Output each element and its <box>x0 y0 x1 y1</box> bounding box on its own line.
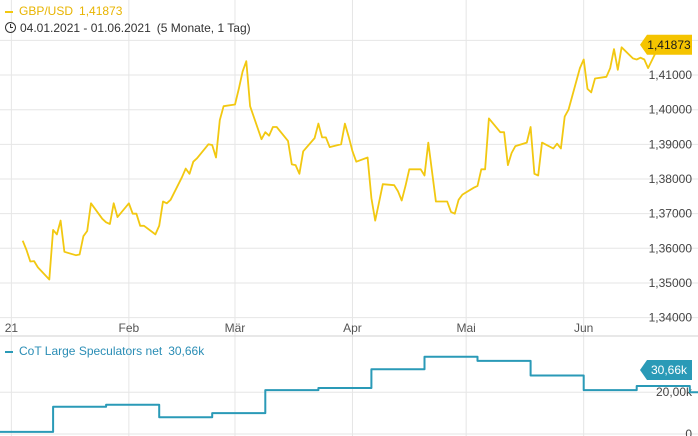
cot-large-speculators-line <box>0 355 698 433</box>
date-range: 04.01.2021 - 01.06.2021 <box>20 21 151 35</box>
price-legend-swatch <box>5 10 13 13</box>
x-tick-label: Feb <box>119 321 140 335</box>
x-tick-label: 21 <box>5 321 19 335</box>
y-tick-label: 20,00k <box>656 385 693 399</box>
value-badge-shape <box>640 359 692 380</box>
price-y-axis-tick-labels: 1,34000 1,35000 1,36000 1,37000 1,38000 1,390… <box>649 33 693 324</box>
value-badge-label: 1,41873 <box>647 38 691 52</box>
clock-icon <box>5 22 16 33</box>
x-tick-label: Jun <box>574 321 593 335</box>
x-tick-label: Mai <box>456 321 475 335</box>
price-series-name: GBP/USD <box>19 4 74 18</box>
cot-series-name: CoT Large Speculators net <box>19 344 163 358</box>
y-tick-label: 1,38000 <box>649 172 693 186</box>
date-range-legend: 04.01.2021 - 01.06.2021 (5 Monate, 1 Tag) <box>5 21 251 35</box>
price-horizontal-grid <box>0 39 698 319</box>
y-tick-label: 1,40000 <box>649 103 693 117</box>
y-tick-label: 1,36000 <box>649 241 693 255</box>
value-badge-label: 30,66k <box>651 363 688 377</box>
y-tick-label: 1,41000 <box>649 68 693 82</box>
value-badge-shape <box>640 34 692 55</box>
price-legend: GBP/USD 1,41873 <box>5 4 122 18</box>
last-cot-badge: 30,66k <box>640 359 692 380</box>
cot-horizontal-grid <box>0 391 698 435</box>
y-tick-label: 1,35000 <box>649 276 693 290</box>
y-tick-label: 1,37000 <box>649 207 693 221</box>
cot-legend-swatch <box>5 350 13 353</box>
y-tick-label: 1,34000 <box>649 311 693 325</box>
last-price-badge: 1,41873 <box>640 34 692 55</box>
vertical-grid <box>10 0 585 436</box>
date-range-detail: (5 Monate, 1 Tag) <box>156 21 251 35</box>
cot-legend: CoT Large Speculators net 30,66k <box>5 344 204 358</box>
x-tick-label: Apr <box>343 321 362 335</box>
price-last-value: 1,41873 <box>79 4 123 18</box>
x-tick-label: Mär <box>225 321 246 335</box>
gbp-usd-price-line <box>21 44 661 281</box>
cot-y-axis-tick-labels: 0 20,00k <box>656 385 693 436</box>
x-axis-tick-labels: 21 Feb Mär Apr Mai Jun <box>5 321 594 335</box>
y-tick-label: 1,39000 <box>649 137 693 151</box>
y-tick-label: 0 <box>685 427 692 436</box>
cot-last-value: 30,66k <box>168 344 205 358</box>
